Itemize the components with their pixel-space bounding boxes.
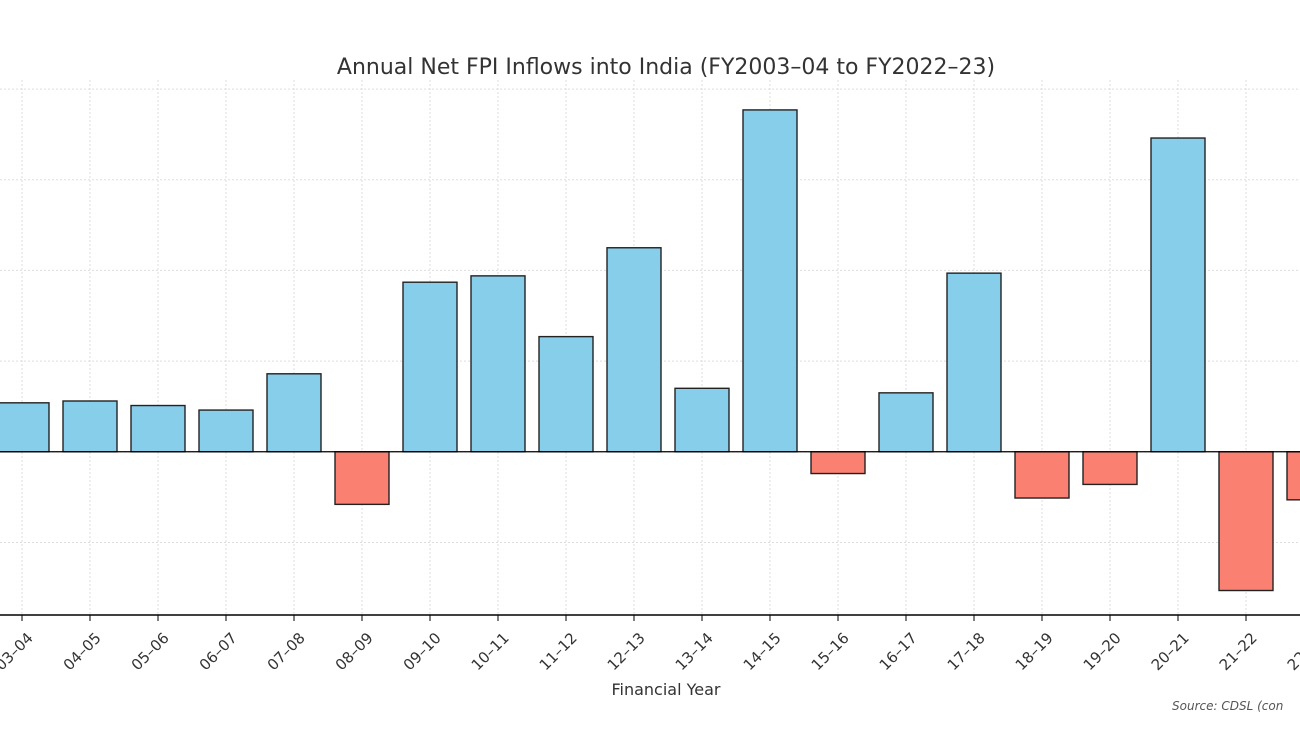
- x-tick-label: 16–17: [876, 629, 921, 674]
- x-tick-label: 05–06: [128, 629, 173, 674]
- x-tick-label: 15–16: [808, 629, 853, 674]
- x-tick-label: 12–13: [604, 629, 649, 674]
- bar-09–10: [402, 281, 458, 453]
- bar-05–06: [130, 404, 186, 453]
- x-tick-label: 21–22: [1216, 629, 1261, 674]
- x-tick-label: 03–04: [0, 629, 37, 674]
- bar-03–04: [0, 402, 50, 453]
- x-tick-label: 08–09: [332, 629, 377, 674]
- x-tick-label: 09–10: [400, 629, 445, 674]
- bar-11–12: [538, 335, 594, 453]
- x-tick-label: 10–11: [468, 629, 513, 674]
- bar-13–14: [674, 387, 730, 453]
- x-tick-label: 17–18: [944, 629, 989, 674]
- x-axis-label: Financial Year: [611, 680, 720, 699]
- bar-08–09: [334, 451, 390, 506]
- x-tick-label: 22–23: [1284, 629, 1300, 674]
- chart-title: Annual Net FPI Inflows into India (FY200…: [337, 55, 995, 80]
- bar-20–21: [1150, 137, 1206, 453]
- x-tick-label: 14–15: [740, 629, 785, 674]
- x-tick-label: 19–20: [1080, 629, 1125, 674]
- bar-10–11: [470, 275, 526, 453]
- bar-06–07: [198, 409, 254, 453]
- bar-07–08: [266, 373, 322, 453]
- bar-16–17: [878, 392, 934, 453]
- x-ticks: 03–04 04–05 05–06 06–07 07–08 08–09 09–10 10–11…: [0, 615, 1300, 674]
- x-tick-label: 04–05: [60, 629, 105, 674]
- bar-19–20: [1082, 451, 1138, 486]
- bar-21–22: [1218, 451, 1274, 592]
- bars: [0, 109, 1300, 592]
- bar-15–16: [810, 451, 866, 475]
- bar-17–18: [946, 272, 1002, 453]
- bar-14–15: [742, 109, 798, 453]
- x-tick-label: 06–07: [196, 629, 241, 674]
- x-tick-label: 13–14: [672, 629, 717, 674]
- bar-04–05: [62, 400, 118, 453]
- x-tick-label: 07–08: [264, 629, 309, 674]
- bar-12–13: [606, 247, 662, 453]
- source-note: Source: CDSL (con: [1172, 699, 1283, 713]
- x-tick-label: 20–21: [1148, 629, 1193, 674]
- bar-18–19: [1014, 451, 1070, 499]
- x-tick-label: 18–19: [1012, 629, 1057, 674]
- x-tick-label: 11–12: [536, 629, 581, 674]
- bar-22–23: [1286, 451, 1300, 501]
